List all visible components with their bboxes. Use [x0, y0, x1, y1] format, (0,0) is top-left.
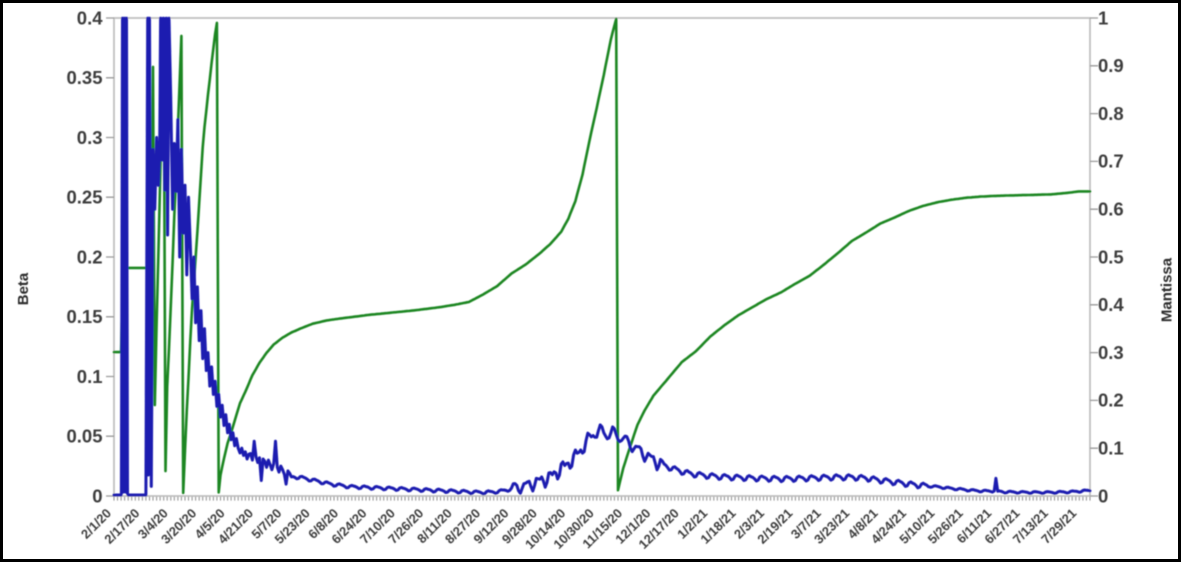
svg-text:0.1: 0.1 — [1098, 438, 1124, 459]
svg-text:0.8: 0.8 — [1098, 103, 1124, 124]
svg-text:Beta: Beta — [15, 272, 32, 305]
svg-text:0.35: 0.35 — [66, 67, 102, 88]
svg-text:0.6: 0.6 — [1098, 199, 1124, 220]
svg-text:0.25: 0.25 — [66, 187, 102, 208]
svg-text:0.15: 0.15 — [66, 306, 102, 327]
svg-text:0.7: 0.7 — [1098, 151, 1124, 172]
svg-text:0.3: 0.3 — [77, 127, 103, 148]
svg-text:0.9: 0.9 — [1098, 55, 1124, 76]
svg-text:0.1: 0.1 — [77, 366, 103, 387]
svg-text:0.3: 0.3 — [1098, 342, 1124, 363]
svg-text:1: 1 — [1098, 7, 1108, 28]
svg-text:0.4: 0.4 — [1098, 294, 1124, 315]
svg-text:0: 0 — [1098, 485, 1108, 506]
svg-text:0.2: 0.2 — [1098, 390, 1124, 411]
svg-text:0: 0 — [92, 485, 102, 506]
svg-text:Mantissa: Mantissa — [1159, 257, 1176, 322]
svg-text:0.4: 0.4 — [77, 7, 103, 28]
svg-text:0.5: 0.5 — [1098, 246, 1124, 267]
svg-text:0.2: 0.2 — [77, 246, 103, 267]
svg-text:0.05: 0.05 — [66, 426, 102, 447]
